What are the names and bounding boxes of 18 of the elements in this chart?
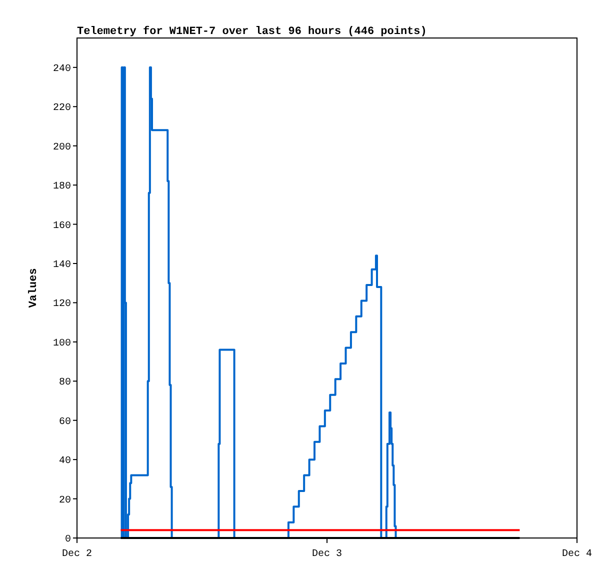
y-tick-label: 0 [64, 534, 71, 546]
y-tick-label: 20 [58, 495, 71, 506]
y-tick-label: 200 [52, 142, 71, 154]
y-tick-label: 60 [58, 416, 71, 428]
y-tick-label: 120 [52, 299, 71, 310]
y-axis-title: Values [28, 268, 40, 308]
chart-title: Telemetry for W1NET-7 over last 96 hours (446 points) [77, 25, 427, 38]
y-tick-label: 240 [52, 64, 71, 75]
y-tick-label: 180 [52, 182, 71, 193]
y-tick-label: 40 [58, 456, 71, 468]
y-tick-label: 220 [52, 103, 71, 114]
x-tick-label: Dec 2 [62, 549, 92, 560]
y-tick-label: 160 [52, 220, 71, 232]
y-tick-label: 140 [52, 260, 71, 271]
y-tick-label: 100 [52, 338, 71, 350]
y-tick-label: 80 [58, 378, 71, 389]
x-tick-label: Dec 4 [562, 549, 592, 560]
x-tick-label: Dec 3 [312, 549, 342, 560]
